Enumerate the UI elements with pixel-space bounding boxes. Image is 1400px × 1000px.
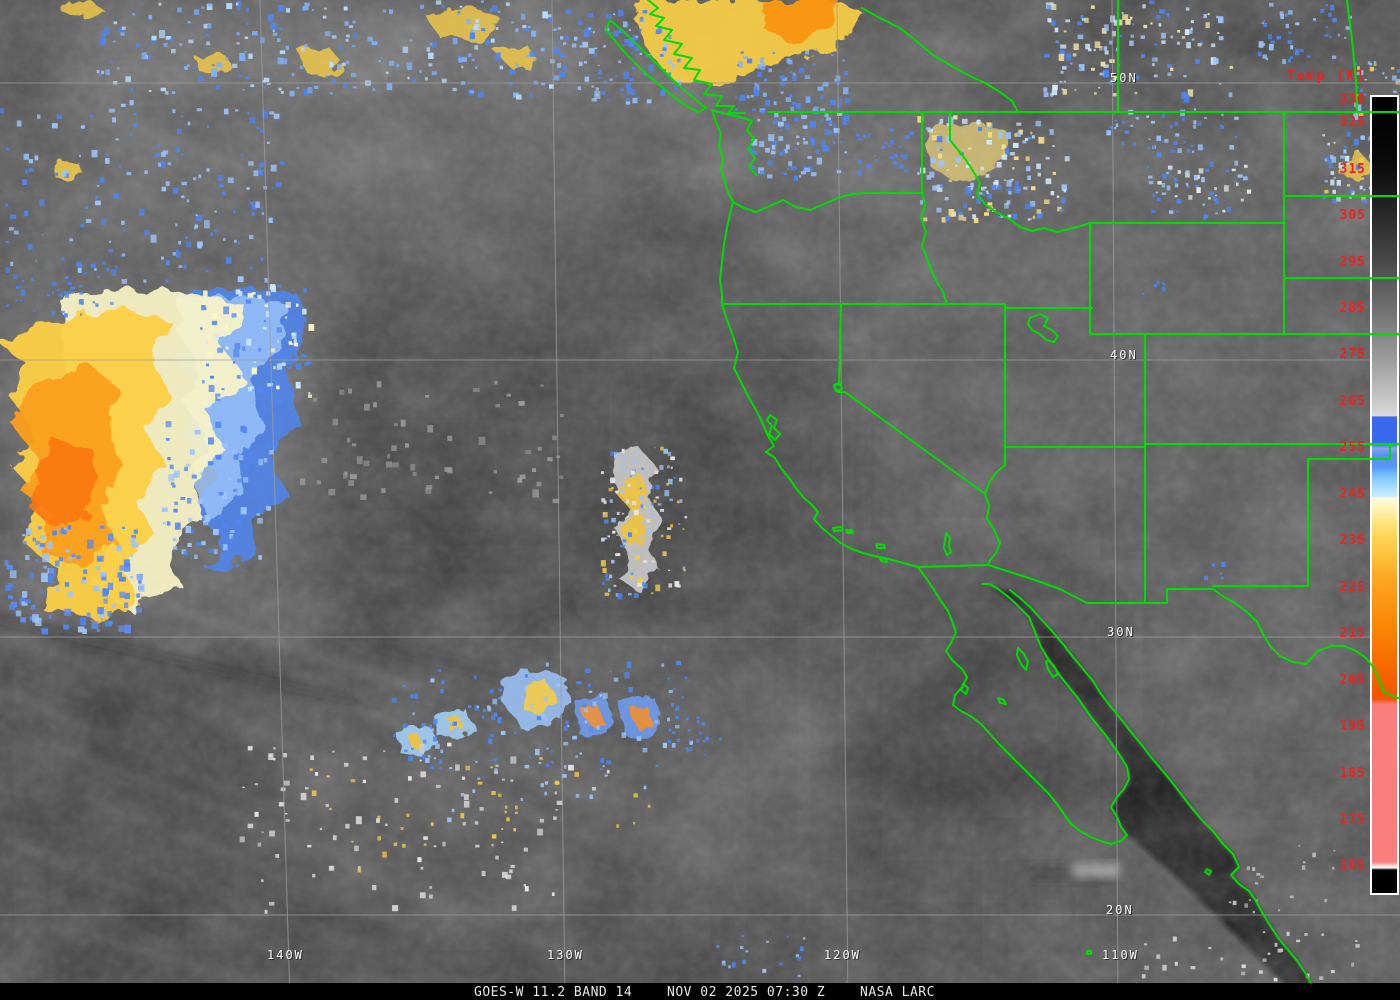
puget-sound <box>711 109 757 176</box>
bc-coast <box>647 0 746 114</box>
channel-island-2 <box>845 529 854 534</box>
tl-yellow-1 <box>60 0 104 18</box>
band-specks <box>391 660 693 773</box>
wa-or-border <box>732 192 923 213</box>
bc-ab-divide <box>861 7 1019 113</box>
vancouver-island <box>605 19 707 113</box>
band-specks-e <box>667 696 722 756</box>
us-mexico-border-west <box>917 564 989 568</box>
midocean-specks <box>600 446 688 600</box>
isla-socorro <box>1086 950 1092 955</box>
storm-core <box>30 440 100 530</box>
catalina-island <box>879 557 888 563</box>
topcenter-blue-2 <box>735 50 851 122</box>
mexcoast-white <box>1228 845 1336 914</box>
tl-yellow-5 <box>495 48 540 72</box>
cell5-orange <box>632 707 652 730</box>
wy-tiny-blue <box>1142 280 1166 295</box>
id-mt-border <box>949 111 1091 233</box>
sf-bay <box>766 414 781 441</box>
midocean-yellow-core <box>618 475 650 548</box>
caption-product-name: GOES-W 11.2 BAND 14 <box>474 985 633 1000</box>
storm-blue-e <box>161 421 274 560</box>
id-west-border <box>920 111 948 305</box>
42n-border <box>721 303 1093 309</box>
tl-yellow-4 <box>425 8 500 40</box>
topleft-blue-band <box>96 0 560 100</box>
bottomleft-yellow <box>309 765 518 873</box>
lake-tahoe <box>833 382 843 392</box>
channel-island-3 <box>875 543 886 549</box>
wa-coast <box>711 109 734 203</box>
ncascades-blue <box>750 108 847 181</box>
gridline-130w <box>551 0 566 1000</box>
rio-grande <box>1212 588 1400 700</box>
tl-yellow-spot <box>55 160 82 182</box>
geo-borders <box>605 0 1400 1000</box>
storm-blue-sw <box>4 525 145 635</box>
salton-sea <box>943 532 952 556</box>
bottomedge-cells <box>447 755 651 828</box>
gridline-120w <box>836 0 849 1000</box>
colorbar-gradient <box>1372 97 1397 893</box>
channel-island-1 <box>832 526 844 532</box>
bc-orange-core <box>762 0 840 45</box>
topcenter-blue-1 <box>548 9 682 105</box>
caption-timestamp: NOV 02 2025 07:30 Z <box>667 985 826 1000</box>
colorbar-border <box>1370 95 1399 895</box>
az-nm-mexico-border <box>1086 588 1214 604</box>
us-mexico-border-az <box>987 564 1088 604</box>
isla-angel <box>1016 647 1029 671</box>
nv-az-border <box>984 446 1006 495</box>
storm-ne <box>200 284 315 405</box>
isla-sanbenito <box>997 697 1007 705</box>
bottomleft-white <box>239 742 574 914</box>
isla-tiburon <box>1045 659 1059 678</box>
caption-credit: NASA LARC <box>860 985 935 1000</box>
idaho-cluster <box>917 115 1070 224</box>
gridline-110w <box>1111 0 1119 1000</box>
topleft-diag <box>0 100 285 284</box>
gridline-140w <box>259 0 291 1000</box>
mt-blue-2 <box>1147 160 1252 220</box>
ewa-blue <box>856 128 914 176</box>
great-salt-lake <box>1027 313 1059 343</box>
caption-bar: GOES-W 11.2 BAND 14 NOV 02 2025 07:30 Z … <box>0 983 1400 1000</box>
baja-peninsula <box>917 566 1130 845</box>
130w-blue <box>716 935 806 977</box>
sk-mb-border <box>1346 0 1358 113</box>
mexico-mainland-coast <box>1009 589 1320 1000</box>
colorado-river <box>984 493 1001 566</box>
or-coast <box>719 201 734 305</box>
ca-coast <box>721 303 919 568</box>
ocean-gray-puffs <box>300 380 564 504</box>
left-mid <box>5 257 118 318</box>
isla-cedros <box>960 683 969 695</box>
nm-tiny-blue <box>1204 561 1226 581</box>
mx-coast-lagoon <box>1204 868 1212 876</box>
